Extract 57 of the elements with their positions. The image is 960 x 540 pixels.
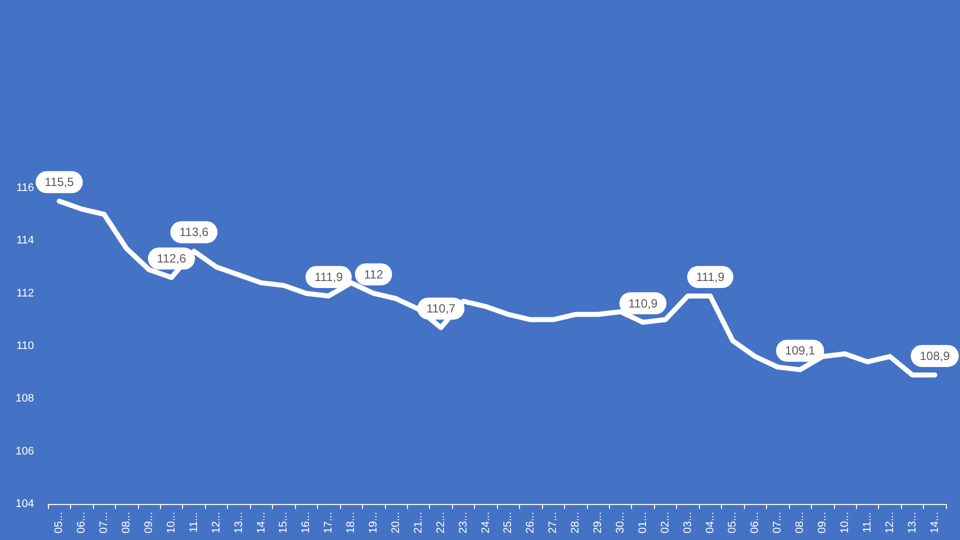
x-tick-label: 22... [434,512,447,534]
x-tick-label: 10... [165,512,178,534]
x-tick-label: 08... [120,512,133,534]
y-tick-label: 106 [16,445,34,458]
x-tick-label: 18... [345,512,358,534]
x-tick-label: 23... [457,512,470,534]
x-tick-label: 01... [636,512,649,534]
x-tick-label: 27... [547,512,560,534]
y-tick-label: 104 [16,498,34,510]
x-tick-label: 05... [53,512,66,534]
x-tick-label: 14... [928,512,941,534]
x-tick-label: 07... [98,512,110,534]
data-label: 110,9 [628,296,658,310]
x-tick-label: 12... [210,512,222,534]
data-label: 110,7 [426,302,456,316]
x-tick-label: 06... [76,512,88,534]
y-tick-label: 110 [16,340,34,352]
x-tick-label: 03... [682,512,694,534]
x-tick-label: 12... [884,512,896,534]
data-label: 111,9 [696,270,725,284]
x-tick-label: 06... [749,512,762,534]
x-tick-label: 26... [524,512,537,534]
x-tick-label: 30... [614,512,626,534]
y-tick-label: 108 [16,392,34,405]
x-tick-label: 19... [368,512,380,534]
data-label: 108,9 [920,348,950,363]
y-tick-label: 114 [16,234,34,247]
x-tick-label: 11... [861,512,874,533]
data-label: 113,6 [179,225,209,240]
x-tick-label: 04... [704,512,716,534]
x-tick-label: 21... [412,512,424,534]
data-label: 111,9 [314,270,344,284]
data-label: 112,6 [156,252,186,266]
x-tick-label: 20... [390,512,402,534]
y-tick-label: 116 [16,182,34,194]
x-tick-label: 05... [726,512,739,534]
x-tick-label: 11... [188,512,200,533]
data-label: 109,1 [785,344,816,358]
x-tick-label: 29... [592,512,604,534]
x-tick-label: 13... [232,512,245,534]
x-tick-label: 15... [278,512,290,534]
x-tick-label: 25... [502,512,514,534]
x-tick-label: 09... [143,512,156,534]
x-tick-label: 14... [255,512,268,534]
x-tick-label: 16... [300,512,312,534]
data-label: 112 [364,267,384,282]
data-label: 115,5 [44,175,74,190]
x-tick-label: 09... [816,512,829,534]
x-tick-label: 28... [570,512,582,534]
x-tick-label: 02... [659,512,672,534]
y-tick-label: 112 [16,287,34,300]
x-tick-label: 07... [772,512,784,534]
x-tick-label: 10... [838,512,851,534]
x-tick-label: 17... [322,512,335,534]
x-tick-label: 08... [794,512,806,534]
x-tick-label: 24... [480,512,492,534]
x-tick-label: 13... [906,512,918,534]
